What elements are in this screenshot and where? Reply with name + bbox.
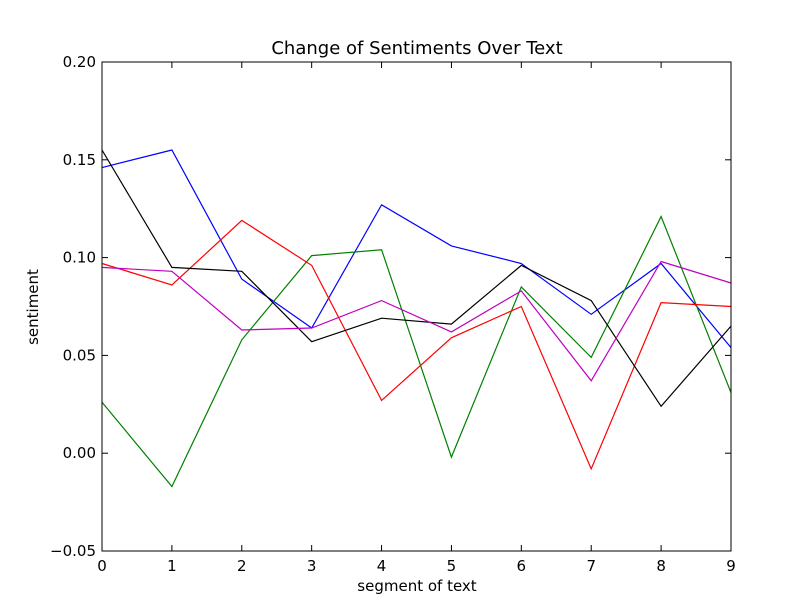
series-line-1 xyxy=(101,149,732,348)
y-tick-label: 0.05 xyxy=(63,346,96,364)
y-tick-label: 0.15 xyxy=(63,151,96,169)
series-line-3 xyxy=(101,219,732,471)
x-tick-label: 7 xyxy=(586,557,596,575)
y-axis-label: sentiment xyxy=(24,269,42,345)
x-tick-label: 3 xyxy=(307,557,317,575)
x-tick-label: 2 xyxy=(237,557,247,575)
y-tick-label: 0.20 xyxy=(63,53,96,71)
chart-title: Change of Sentiments Over Text xyxy=(271,38,562,59)
series-line-5 xyxy=(101,260,732,382)
ticks-layer: 0 1 2 3 4 5 6 7 8 9 −0.05 0.00 0.05 0.10 0.15 0.20 xyxy=(50,53,736,575)
x-axis-label: segment of text xyxy=(357,577,477,595)
x-tick-label: 4 xyxy=(377,557,387,575)
x-tick-label: 1 xyxy=(167,557,177,575)
y-tick-label: 0.10 xyxy=(63,249,96,267)
x-tick-label: 8 xyxy=(656,557,666,575)
x-tick-label: 0 xyxy=(97,557,107,575)
series-line-4 xyxy=(101,149,732,408)
series-line-2 xyxy=(101,215,732,488)
x-tick-label: 9 xyxy=(726,557,736,575)
y-tick-label: 0.00 xyxy=(63,444,96,462)
y-tick-label: −0.05 xyxy=(50,542,96,560)
x-tick-label: 6 xyxy=(517,557,527,575)
series-layer xyxy=(101,149,732,488)
plot-frame xyxy=(101,61,732,552)
x-tick-label: 5 xyxy=(447,557,457,575)
